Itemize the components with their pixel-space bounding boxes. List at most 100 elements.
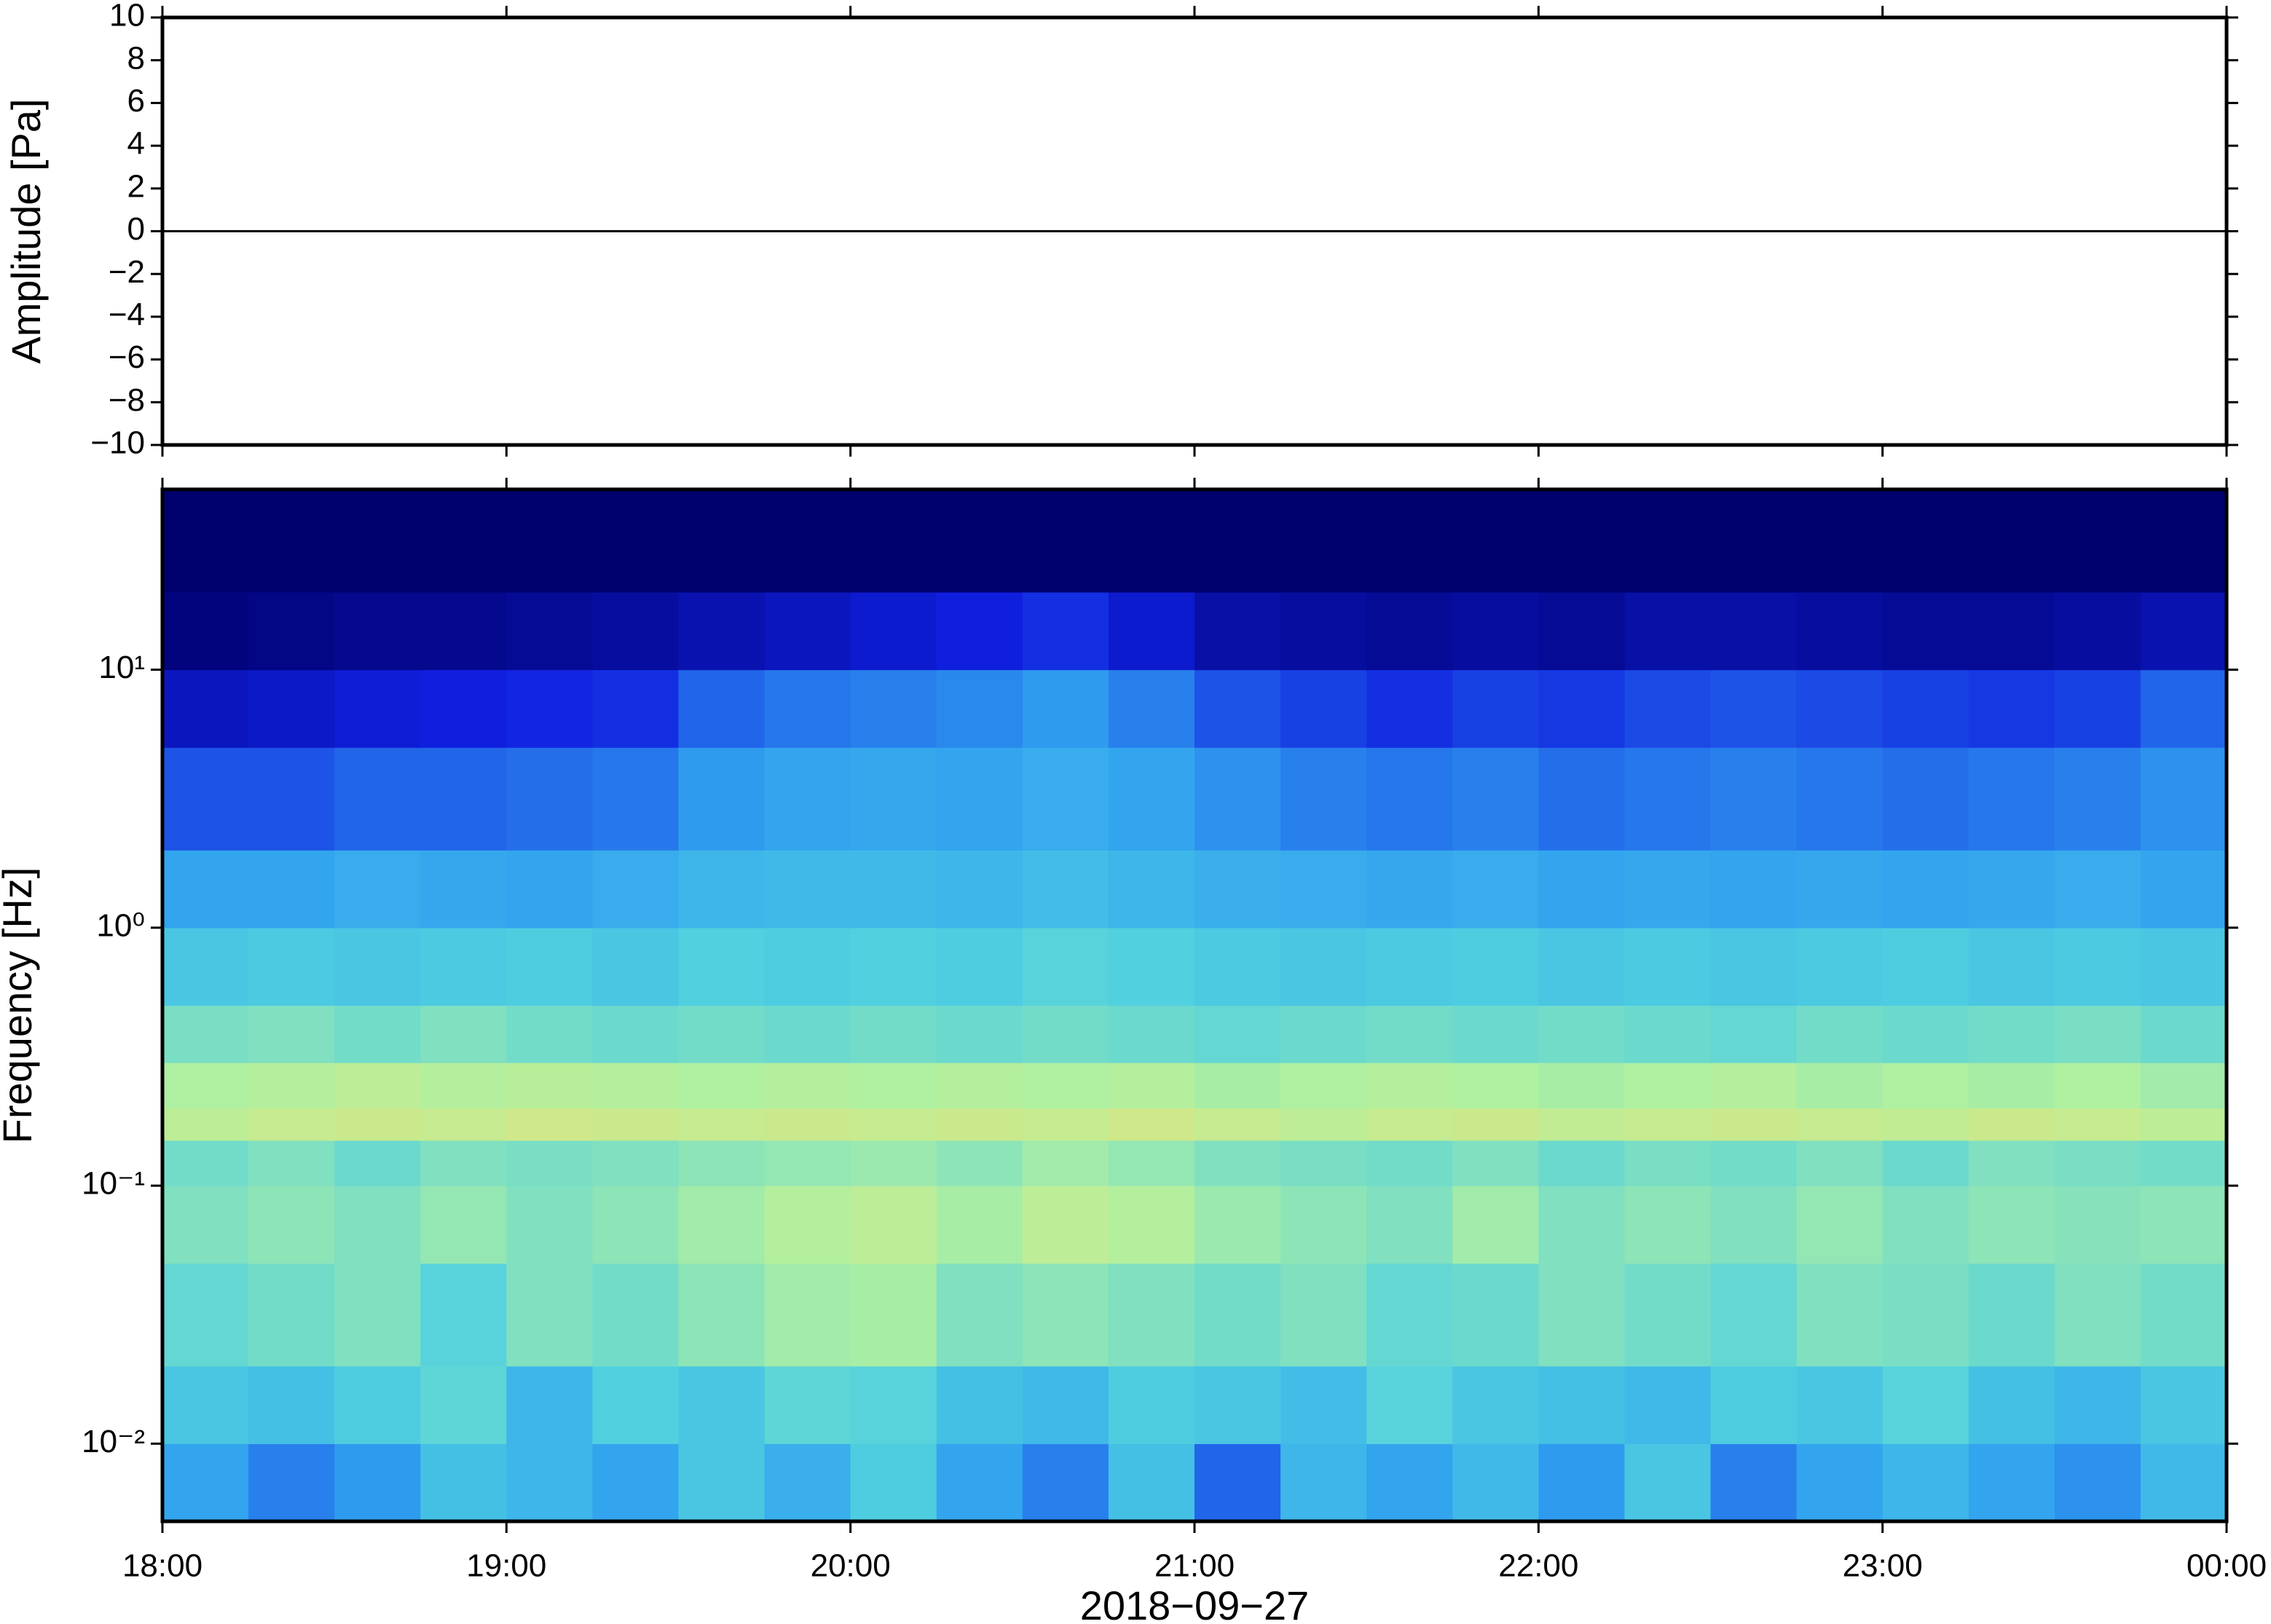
heatmap-cell [2140,927,2227,1006]
heatmap-cell [592,927,680,1006]
heatmap-cell [1710,1005,1798,1063]
heatmap-cell [1280,591,1367,671]
heatmap-cell [506,927,594,1006]
heatmap-cell [2140,747,2227,851]
heatmap-cell [2140,591,2227,671]
heatmap-cell [764,1005,851,1063]
y-tick-label: 4 [127,126,145,162]
heatmap-cell [1538,1365,1626,1444]
heatmap-cell [2140,1443,2227,1522]
heatmap-cell [162,669,249,748]
heatmap-cell [1710,1063,1798,1109]
heatmap-cell [1452,591,1539,671]
heatmap-cell [1194,927,1281,1006]
heatmap-cell [936,1063,1023,1109]
heatmap-cell [420,850,507,929]
heatmap-cell [1968,1005,2055,1063]
heatmap-cell [1538,1443,1626,1522]
heatmap-cell [850,747,937,851]
x-tick-label: 18:00 [122,1548,202,1584]
heatmap-cell [1968,747,2055,851]
heatmap-cell [1710,927,1798,1006]
heatmap-cell [2140,1263,2227,1367]
heatmap-cell [1538,1263,1626,1367]
heatmap-cell [1968,1140,2055,1186]
heatmap-cell [506,669,594,748]
heatmap-cells [162,489,2227,1522]
heatmap-cell [678,1263,765,1367]
heatmap-cell [1452,1140,1539,1186]
heatmap-cell [1108,927,1195,1006]
heatmap-cell [2054,1140,2141,1186]
heatmap-cell [678,669,765,748]
heatmap-cell [1710,747,1798,851]
heatmap-cell [2140,669,2227,748]
heatmap-cell [334,591,421,671]
y-tick-label: −4 [109,297,145,333]
heatmap-cell [1624,927,1712,1006]
heatmap-cell [2140,1365,2227,1444]
heatmap-cell [1022,1063,1109,1109]
heatmap-cell [1624,1443,1712,1522]
heatmap-cell [1452,1108,1539,1141]
heatmap-cell [248,591,335,671]
heatmap-cell [1280,1140,1367,1186]
heatmap-cell [1366,1108,1453,1141]
heatmap-cell [764,1140,851,1186]
heatmap-cell [592,1365,680,1444]
heatmap-cell [2140,489,2227,593]
heatmap-cell [1280,1063,1367,1109]
heatmap-cell [1194,1140,1281,1186]
heatmap-cell [1968,669,2055,748]
heatmap-cell [248,1443,335,1522]
heatmap-cell [1366,1263,1453,1367]
heatmap-cell [1194,489,1281,593]
heatmap-cell [1882,669,1969,748]
heatmap-cell [248,1063,335,1109]
y-tick-label: 10¹ [98,650,145,685]
heatmap-cell [1366,591,1453,671]
heatmap-cell [506,1186,594,1264]
heatmap-cell [1108,1186,1195,1264]
heatmap-cell [1710,591,1798,671]
heatmap-cell [1108,1443,1195,1522]
heatmap-cell [678,1063,765,1109]
heatmap-cell [1882,1140,1969,1186]
heatmap-cell [1022,747,1109,851]
heatmap-cell [2054,1108,2141,1141]
heatmap-cell [1452,1365,1539,1444]
y-tick-label: 10⁻¹ [82,1166,145,1202]
heatmap-cell [678,747,765,851]
heatmap-cell [936,1263,1023,1367]
heatmap-cell [1280,850,1367,929]
heatmap-cell [1194,1263,1281,1367]
heatmap-cell [1452,1005,1539,1063]
heatmap-cell [1366,669,1453,748]
heatmap-cell [1624,1108,1712,1141]
heatmap-cell [764,1263,851,1367]
heatmap-cell [764,927,851,1006]
heatmap-cell [764,747,851,851]
heatmap-cell [592,747,680,851]
heatmap-cell [678,850,765,929]
heatmap-cell [1882,850,1969,929]
heatmap-cell [248,927,335,1006]
heatmap-cell [1882,1365,1969,1444]
heatmap-cell [1538,1186,1626,1264]
heatmap-cell [162,1443,249,1522]
heatmap-cell [1624,1140,1712,1186]
heatmap-cell [1538,489,1626,593]
heatmap-cell [592,669,680,748]
heatmap-cell [2054,747,2141,851]
heatmap-cell [1796,1443,1884,1522]
heatmap-cell [936,747,1023,851]
heatmap-cell [1968,1063,2055,1109]
heatmap-cell [1366,489,1453,593]
heatmap-cell [764,1063,851,1109]
heatmap-cell [2054,850,2141,929]
heatmap-cell [1796,1186,1884,1264]
heatmap-cell [1882,927,1969,1006]
heatmap-cell [1710,669,1798,748]
heatmap-cell [850,1443,937,1522]
